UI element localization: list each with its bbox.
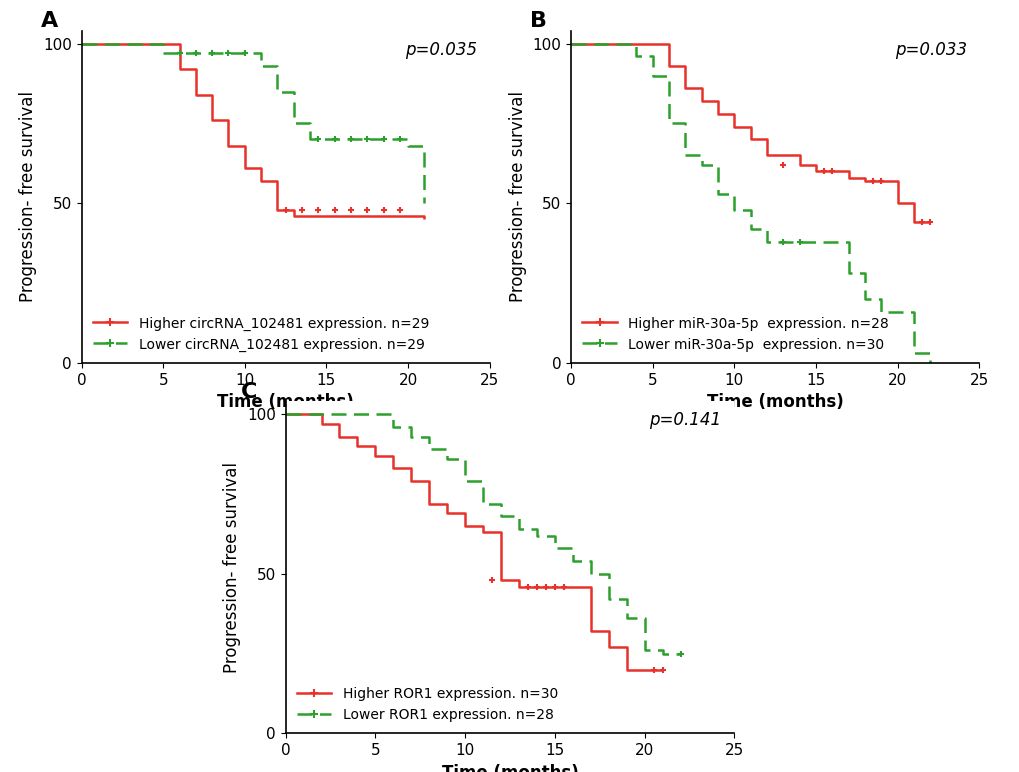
Text: A: A [41, 11, 58, 31]
Text: p=0.033: p=0.033 [894, 41, 966, 59]
Text: C: C [240, 381, 257, 401]
Y-axis label: Progression- free survival: Progression- free survival [223, 462, 242, 673]
Text: p=0.035: p=0.035 [405, 41, 477, 59]
Legend: Higher ROR1 expression. n=30, Lower ROR1 expression. n=28: Higher ROR1 expression. n=30, Lower ROR1… [292, 683, 561, 726]
Legend: Higher circRNA_102481 expression. n=29, Lower circRNA_102481 expression. n=29: Higher circRNA_102481 expression. n=29, … [89, 313, 433, 356]
Legend: Higher miR-30a-5p  expression. n=28, Lower miR-30a-5p  expression. n=30: Higher miR-30a-5p expression. n=28, Lowe… [578, 313, 893, 356]
Text: p=0.141: p=0.141 [648, 411, 720, 429]
X-axis label: Time (months): Time (months) [441, 764, 578, 772]
X-axis label: Time (months): Time (months) [706, 393, 843, 411]
Y-axis label: Progression- free survival: Progression- free survival [508, 91, 527, 303]
Y-axis label: Progression- free survival: Progression- free survival [19, 91, 38, 303]
Text: B: B [530, 11, 547, 31]
X-axis label: Time (months): Time (months) [217, 393, 354, 411]
